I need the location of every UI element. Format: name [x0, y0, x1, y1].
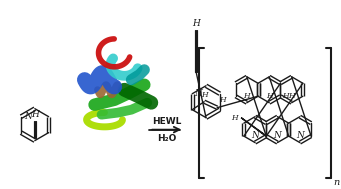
Text: N: N	[194, 89, 202, 98]
Text: H: H	[201, 91, 207, 99]
Text: N: N	[24, 112, 32, 121]
Text: H: H	[219, 96, 226, 104]
Text: N: N	[251, 131, 259, 140]
Text: n: n	[333, 177, 340, 187]
Text: N: N	[273, 131, 281, 140]
Text: H: H	[266, 92, 272, 100]
Text: N: N	[296, 131, 304, 140]
Text: HEWL: HEWL	[152, 117, 181, 126]
Text: H: H	[31, 110, 39, 119]
Text: H: H	[232, 114, 238, 122]
Polygon shape	[241, 118, 267, 136]
Text: H₂O: H₂O	[157, 134, 176, 143]
Text: H: H	[192, 19, 200, 28]
Text: H: H	[288, 92, 295, 100]
Text: H: H	[243, 92, 250, 100]
Text: H: H	[282, 92, 289, 100]
